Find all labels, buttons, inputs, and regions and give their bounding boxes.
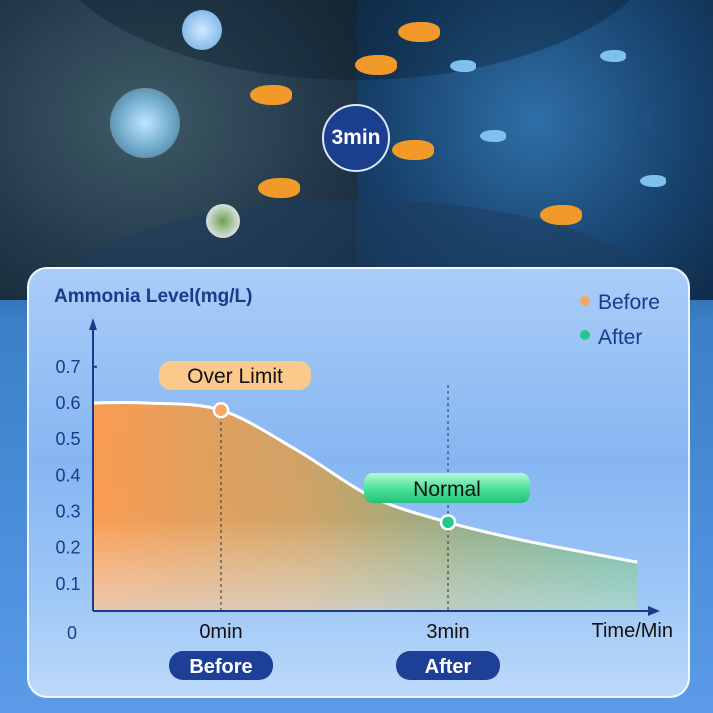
y-tick-label: 0.1 <box>55 574 80 594</box>
legend: Before After <box>580 291 660 349</box>
y-tick-label: 0.6 <box>55 393 80 413</box>
x-axis-arrow <box>648 606 660 616</box>
y-axis-arrow <box>89 318 97 330</box>
chart-title: Ammonia Level(mg/L) <box>54 286 252 307</box>
fish-image <box>450 60 476 72</box>
fish-image <box>250 85 292 105</box>
data-point <box>212 401 230 419</box>
y-tick-label: 0.3 <box>55 501 80 521</box>
fish-image <box>398 22 440 42</box>
area-fade <box>92 402 638 611</box>
x-tag-pill <box>396 651 501 680</box>
legend-swatch-before <box>580 296 590 306</box>
annotation-normal-bg <box>364 473 530 503</box>
y-tick-label: 0.5 <box>55 429 80 449</box>
origin-label: 0 <box>67 623 77 643</box>
legend-label-after: After <box>598 326 642 349</box>
fish-image <box>640 175 666 187</box>
data-point <box>439 514 457 531</box>
fish-image <box>258 178 300 198</box>
annotation-over-limit-bg <box>159 361 311 390</box>
legend-label-before: Before <box>598 291 660 314</box>
x-tag-pill <box>169 651 273 680</box>
fish-image <box>540 205 582 225</box>
fish-image <box>480 130 506 142</box>
x-axis-label: Time/Min <box>592 620 673 642</box>
bacteria-icon <box>206 204 240 238</box>
x-tag-label: After <box>425 656 472 678</box>
y-tick-label: 0.4 <box>55 465 80 485</box>
chart-panel <box>27 267 690 698</box>
fish-image <box>392 140 434 160</box>
x-tag-label: Before <box>189 656 252 678</box>
fish-image <box>355 55 397 75</box>
time-badge: 3min <box>322 104 390 172</box>
annotation-over-limit: Over Limit <box>187 365 283 388</box>
fish-image <box>600 50 626 62</box>
y-tick-label: 0.7 <box>55 357 80 377</box>
annotation-normal: Normal <box>413 478 481 501</box>
curve-line <box>92 400 638 564</box>
x-tick-label: 0min <box>199 621 242 643</box>
bacteria-icon <box>182 10 222 50</box>
legend-swatch-after <box>580 330 590 340</box>
y-tick-label: 0.2 <box>55 538 80 558</box>
x-tick-label: 3min <box>426 621 469 643</box>
bacteria-icon <box>110 88 180 158</box>
